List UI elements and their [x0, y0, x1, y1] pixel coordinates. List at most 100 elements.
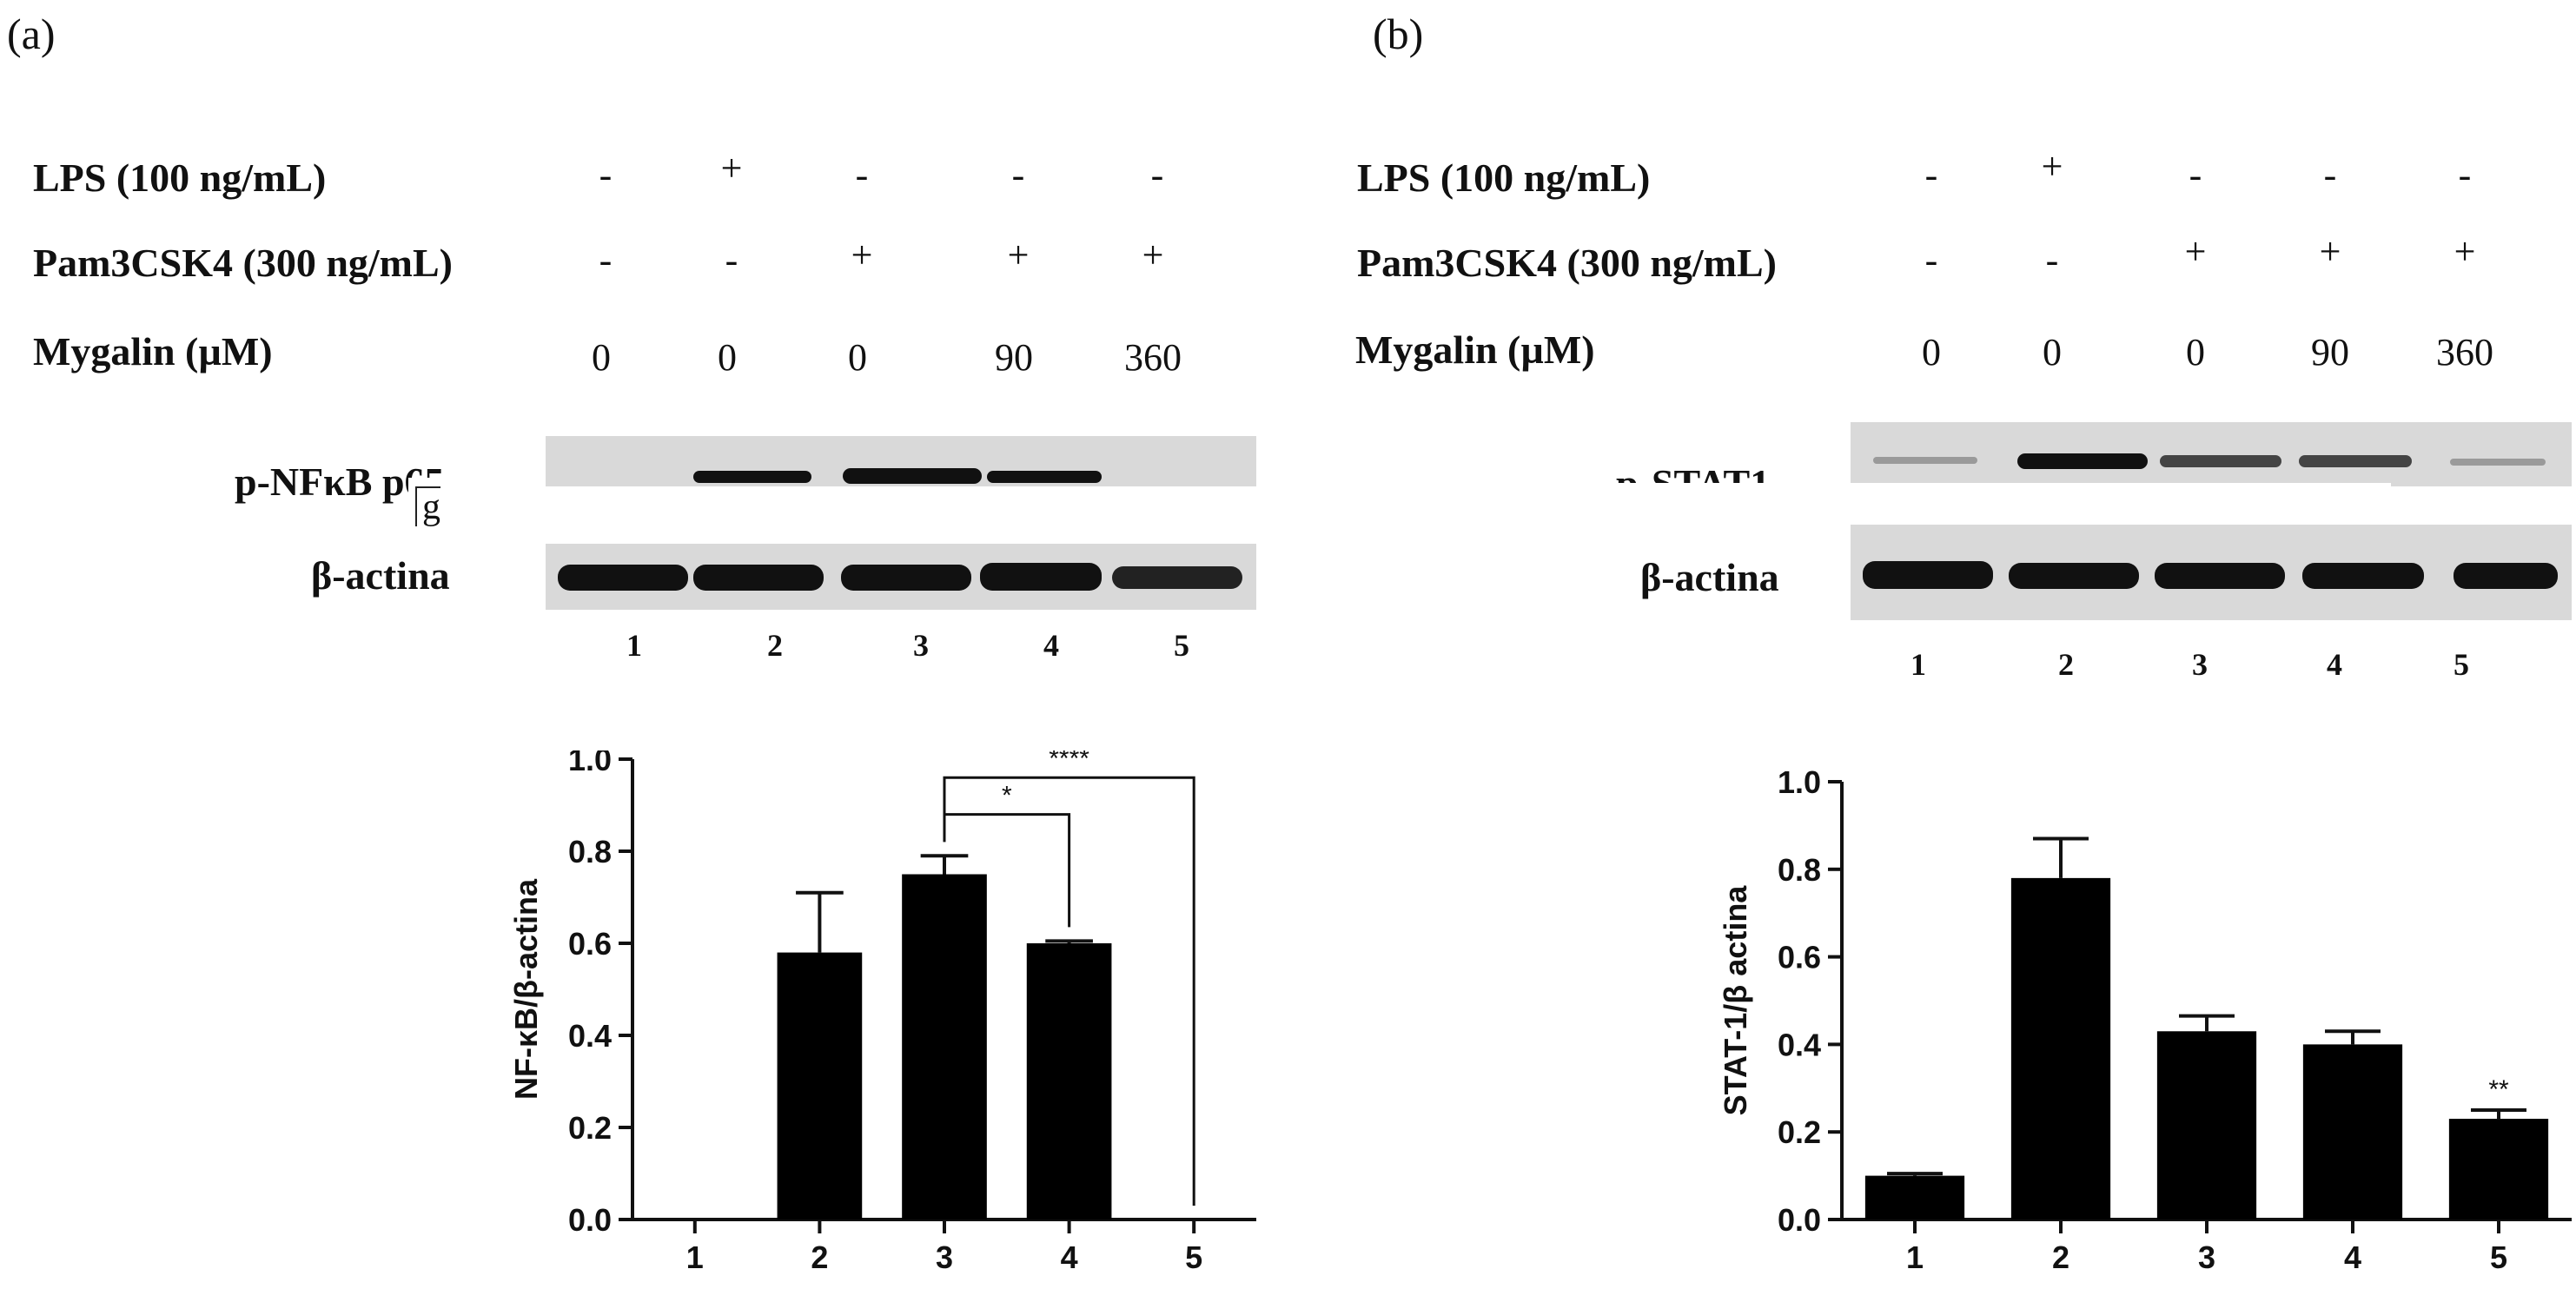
pam-lane-1: -: [599, 239, 613, 281]
actina-a-band-1: [558, 565, 688, 591]
actina-b-band-1: [1863, 561, 1993, 589]
blot-pnfkb: [546, 436, 1256, 486]
chart-a-xtick-label: 3: [936, 1239, 953, 1275]
chart-b-bar-2: [2010, 877, 2111, 1220]
stray-glyph: g: [415, 486, 440, 526]
panel-b: (b) LPS (100 ng/mL) Pam3CSK4 (300 ng/mL)…: [1303, 0, 2576, 1289]
chart-b-ytick-label: 0.2: [1778, 1114, 1821, 1150]
lane-b-1: 1: [1910, 647, 1926, 682]
pam-b-lane-4: +: [2319, 230, 2341, 273]
mygalin-b-lane-3: 0: [2186, 331, 2205, 373]
chart-a-ytick-label: 1.0: [568, 750, 612, 777]
actina-a-band-5: [1112, 566, 1242, 589]
chart-b-bar-1: [1864, 1175, 1965, 1220]
pnfkb-band-3: [843, 468, 982, 484]
mygalin-b-lane-2: 0: [2043, 331, 2062, 373]
chart-a-ytick-label: 0.6: [568, 926, 612, 962]
lps-lane-3: -: [855, 154, 869, 196]
mygalin-b-lane-4: 90: [2311, 331, 2349, 373]
actina-b-band-5: [2453, 563, 2558, 589]
lps-lane-4: -: [1011, 154, 1025, 196]
chart-a-ytick-label: 0.0: [568, 1202, 612, 1238]
chart-a-ylabel: NF-κB/β-actina: [508, 878, 544, 1100]
chart-a-bar-2: [777, 952, 863, 1220]
mygalin-lane-4: 90: [995, 336, 1033, 379]
lane-a-3: 3: [913, 628, 929, 663]
lps-b-lane-3: -: [2189, 154, 2202, 196]
chart-a-xtick-label: 1: [686, 1239, 704, 1275]
pam-lane-4: +: [1007, 234, 1030, 276]
chart-a-sig-label: *: [1002, 782, 1012, 810]
mygalin-lane-1: 0: [592, 336, 611, 379]
chart-a-bar-4: [1026, 943, 1112, 1220]
actina-b-band-2: [2009, 563, 2139, 589]
pnfkb-band-4: [987, 471, 1102, 483]
actina-a-band-3: [841, 565, 971, 591]
chart-a-xtick-label: 5: [1185, 1239, 1202, 1275]
chart-stat1: 0.0 0.2 0.4 0.6 0.8 1.0 STAT-1/β actina 1 2 3 4 5 **: [1718, 764, 2572, 1275]
chart-b-bar-5: [2448, 1119, 2549, 1220]
lps-lane-1: -: [599, 154, 613, 196]
pam-lane-5: +: [1142, 234, 1164, 276]
pam-lane-3: +: [851, 234, 873, 276]
actina-b-band-4: [2302, 563, 2424, 589]
lps-b-lane-2: +: [2041, 145, 2063, 188]
panel-b-label: (b): [1373, 10, 1424, 58]
cond-mygalin-label: Mygalin (µM): [33, 329, 273, 373]
lane-b-2: 2: [2058, 647, 2074, 682]
chart-b-xtick-label: 3: [2198, 1239, 2215, 1275]
cond-pam-label-b: Pam3CSK4 (300 ng/mL): [1357, 241, 1777, 285]
blot-label-actina-b: β-actina: [1640, 555, 1779, 599]
blot-actina-b: [1851, 525, 2572, 620]
lane-b-5: 5: [2453, 647, 2469, 682]
pstat1-band-3: [2160, 455, 2281, 467]
cond-pam-label: Pam3CSK4 (300 ng/mL): [33, 241, 453, 285]
lane-a-4: 4: [1043, 628, 1059, 663]
chart-a-xtick-label: 2: [811, 1239, 828, 1275]
cond-mygalin-label-b: Mygalin (µM): [1355, 327, 1595, 372]
chart-a-ytick-label: 0.8: [568, 834, 612, 869]
pstat1-band-4: [2299, 455, 2412, 467]
cond-lps-label: LPS (100 ng/mL): [33, 155, 327, 200]
lps-lane-2: +: [720, 147, 743, 189]
chart-a-bar-3: [902, 874, 987, 1220]
chart-b-xtick-label: 5: [2490, 1239, 2507, 1275]
pam-b-lane-5: +: [2453, 230, 2476, 273]
chart-a-sig-bracket: [943, 776, 1195, 1206]
blot-label-actina-a: β-actina: [311, 553, 450, 598]
pam-b-lane-2: -: [2045, 239, 2059, 281]
actina-a-band-2: [693, 565, 824, 591]
lps-b-lane-4: -: [2323, 154, 2337, 196]
pstat1-band-5: [2450, 459, 2546, 466]
lane-a-2: 2: [767, 628, 783, 663]
chart-b-xtick-label: 1: [1906, 1239, 1924, 1275]
chart-b-annotation: **: [2488, 1075, 2509, 1104]
chart-b-xtick-label: 2: [2052, 1239, 2069, 1275]
chart-b-xtick-label: 4: [2344, 1239, 2361, 1275]
pam-b-lane-1: -: [1924, 239, 1938, 281]
chart-b-ylabel: STAT-1/β actina: [1718, 885, 1753, 1116]
lane-b-3: 3: [2192, 647, 2208, 682]
actina-a-band-4: [980, 563, 1102, 591]
blot-pstat1: [1851, 422, 2572, 486]
lps-b-lane-5: -: [2458, 154, 2472, 196]
chart-b-ytick-label: 0.0: [1778, 1202, 1821, 1238]
actina-b-band-3: [2155, 563, 2285, 589]
lane-b-4: 4: [2327, 647, 2342, 682]
mygalin-lane-5: 360: [1124, 336, 1182, 379]
pnfkb-band-2: [693, 471, 811, 483]
lane-a-5: 5: [1174, 628, 1189, 663]
pstat1-band-1: [1873, 457, 1977, 464]
mygalin-lane-2: 0: [718, 336, 737, 379]
mygalin-b-lane-5: 360: [2436, 331, 2493, 373]
lps-lane-5: -: [1150, 154, 1164, 196]
cond-lps-label-b: LPS (100 ng/mL): [1357, 155, 1651, 200]
pam-lane-2: -: [725, 239, 738, 281]
blot-actina-a: [546, 544, 1256, 610]
chart-a-ytick-label: 0.4: [568, 1018, 612, 1054]
chart-b-ytick-label: 0.8: [1778, 852, 1821, 888]
chart-b-ytick-label: 0.6: [1778, 940, 1821, 975]
panel-a-label: (a): [7, 10, 56, 58]
mygalin-b-lane-1: 0: [1922, 331, 1941, 373]
